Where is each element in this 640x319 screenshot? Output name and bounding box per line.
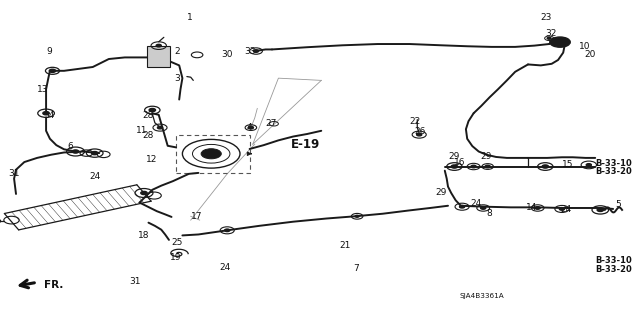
Circle shape (535, 207, 540, 209)
Text: 30: 30 (221, 50, 232, 59)
Text: 5: 5 (616, 200, 621, 209)
Circle shape (542, 165, 548, 168)
Text: 3: 3 (174, 74, 180, 83)
Text: 26: 26 (415, 127, 426, 136)
Text: 31: 31 (129, 277, 141, 286)
Circle shape (417, 133, 422, 136)
Text: 32: 32 (545, 29, 557, 38)
Circle shape (225, 229, 230, 232)
Circle shape (157, 126, 163, 129)
Text: 6: 6 (67, 142, 73, 151)
Text: 19: 19 (170, 253, 181, 262)
Circle shape (92, 152, 98, 155)
Text: 11: 11 (136, 126, 148, 135)
Text: 18: 18 (138, 231, 149, 240)
Circle shape (451, 165, 458, 168)
Circle shape (248, 126, 253, 129)
Text: 21: 21 (339, 241, 351, 250)
Circle shape (355, 215, 359, 217)
Circle shape (460, 205, 465, 208)
Text: B-33-20: B-33-20 (595, 167, 632, 176)
Text: SJA4B3361A: SJA4B3361A (460, 293, 504, 299)
Text: 4: 4 (246, 123, 252, 132)
Circle shape (149, 108, 156, 112)
Circle shape (554, 39, 566, 45)
Text: 24: 24 (90, 172, 101, 181)
Text: 13: 13 (37, 85, 49, 94)
Text: 29: 29 (480, 152, 492, 161)
Text: 28: 28 (142, 111, 154, 120)
Circle shape (471, 165, 476, 168)
Circle shape (207, 152, 216, 156)
Circle shape (586, 164, 591, 166)
Text: 22: 22 (410, 117, 421, 126)
Circle shape (485, 165, 490, 168)
Circle shape (597, 208, 604, 211)
Bar (147, 46, 170, 67)
Circle shape (49, 69, 56, 72)
Circle shape (206, 151, 216, 156)
Circle shape (201, 149, 221, 159)
Text: B-33-10: B-33-10 (595, 159, 632, 168)
Text: 17: 17 (191, 212, 202, 221)
Text: 24: 24 (220, 263, 231, 272)
Text: 27: 27 (266, 119, 277, 128)
Circle shape (550, 37, 570, 47)
Text: 29: 29 (435, 189, 447, 197)
Bar (176, 135, 250, 173)
Text: 33: 33 (244, 47, 256, 56)
Text: 14: 14 (526, 203, 538, 212)
Circle shape (253, 50, 259, 52)
Text: E-19: E-19 (291, 138, 321, 151)
Circle shape (559, 208, 564, 210)
Circle shape (72, 150, 79, 153)
Circle shape (547, 37, 551, 39)
Text: FR.: FR. (44, 279, 63, 290)
Text: 7: 7 (353, 264, 359, 273)
Text: 23: 23 (541, 13, 552, 22)
Text: 15: 15 (562, 160, 573, 169)
Text: 10: 10 (579, 42, 591, 51)
Text: 20: 20 (584, 50, 596, 59)
Text: 24: 24 (561, 205, 572, 214)
Text: 29: 29 (448, 152, 460, 161)
Text: B-33-10: B-33-10 (595, 256, 632, 265)
Circle shape (481, 207, 486, 209)
Circle shape (156, 44, 161, 47)
Text: B-33-20: B-33-20 (595, 265, 632, 274)
Text: 16: 16 (454, 158, 466, 167)
Circle shape (141, 191, 147, 195)
Text: 28: 28 (142, 131, 154, 140)
Text: 2: 2 (174, 47, 180, 56)
Text: 12: 12 (146, 155, 157, 164)
Circle shape (557, 41, 563, 44)
Text: 9: 9 (46, 47, 52, 56)
Circle shape (43, 112, 49, 115)
Text: 34: 34 (44, 111, 55, 120)
Text: 8: 8 (486, 209, 492, 218)
Text: 31: 31 (8, 169, 20, 178)
Text: 1: 1 (187, 13, 193, 22)
Text: 24: 24 (470, 199, 482, 208)
Text: 25: 25 (172, 238, 183, 247)
